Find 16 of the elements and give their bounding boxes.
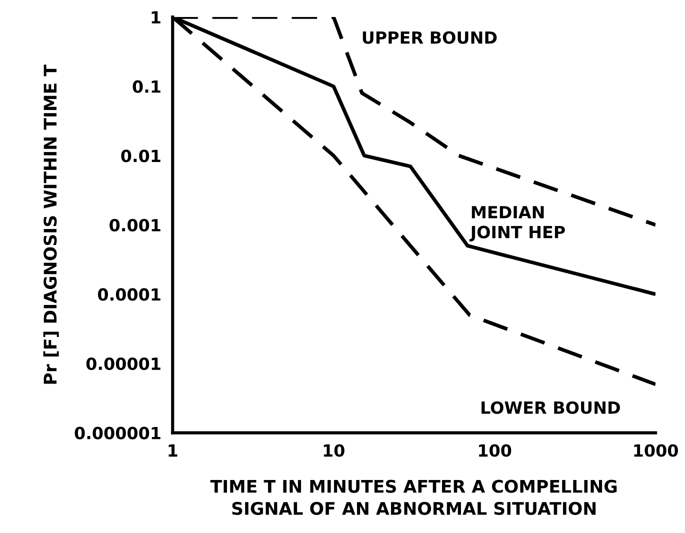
y-tick-label: 0.0001 <box>98 288 160 301</box>
series-label: UPPER BOUND <box>362 31 497 44</box>
x-tick-label: 100 <box>479 444 512 457</box>
series-label: LOWER BOUND <box>482 401 620 414</box>
y-tick-label: 0.01 <box>121 150 160 162</box>
y-tick-label: 1 <box>152 11 160 24</box>
y-tick-label: 0.00001 <box>86 357 160 370</box>
series-label: MEDIAN JOINT HEP <box>469 206 565 242</box>
x-axis-title: TIME T IN MINUTES AFTER A COMPELLING SIGNAL OF AN ABNORMAL SITUATION <box>210 480 617 515</box>
x-tick-label: 10 <box>324 444 344 457</box>
x-tick-label: 1000 <box>634 444 678 457</box>
y-tick-label: 0.001 <box>110 218 160 232</box>
y-axis-title: Pr [F] DIAGNOSIS WITHIN TIME T <box>43 64 59 384</box>
y-tick-label: 0.000001 <box>74 426 160 440</box>
x-tick-label: 1 <box>168 444 178 457</box>
y-tick-label: 0.1 <box>132 80 160 93</box>
